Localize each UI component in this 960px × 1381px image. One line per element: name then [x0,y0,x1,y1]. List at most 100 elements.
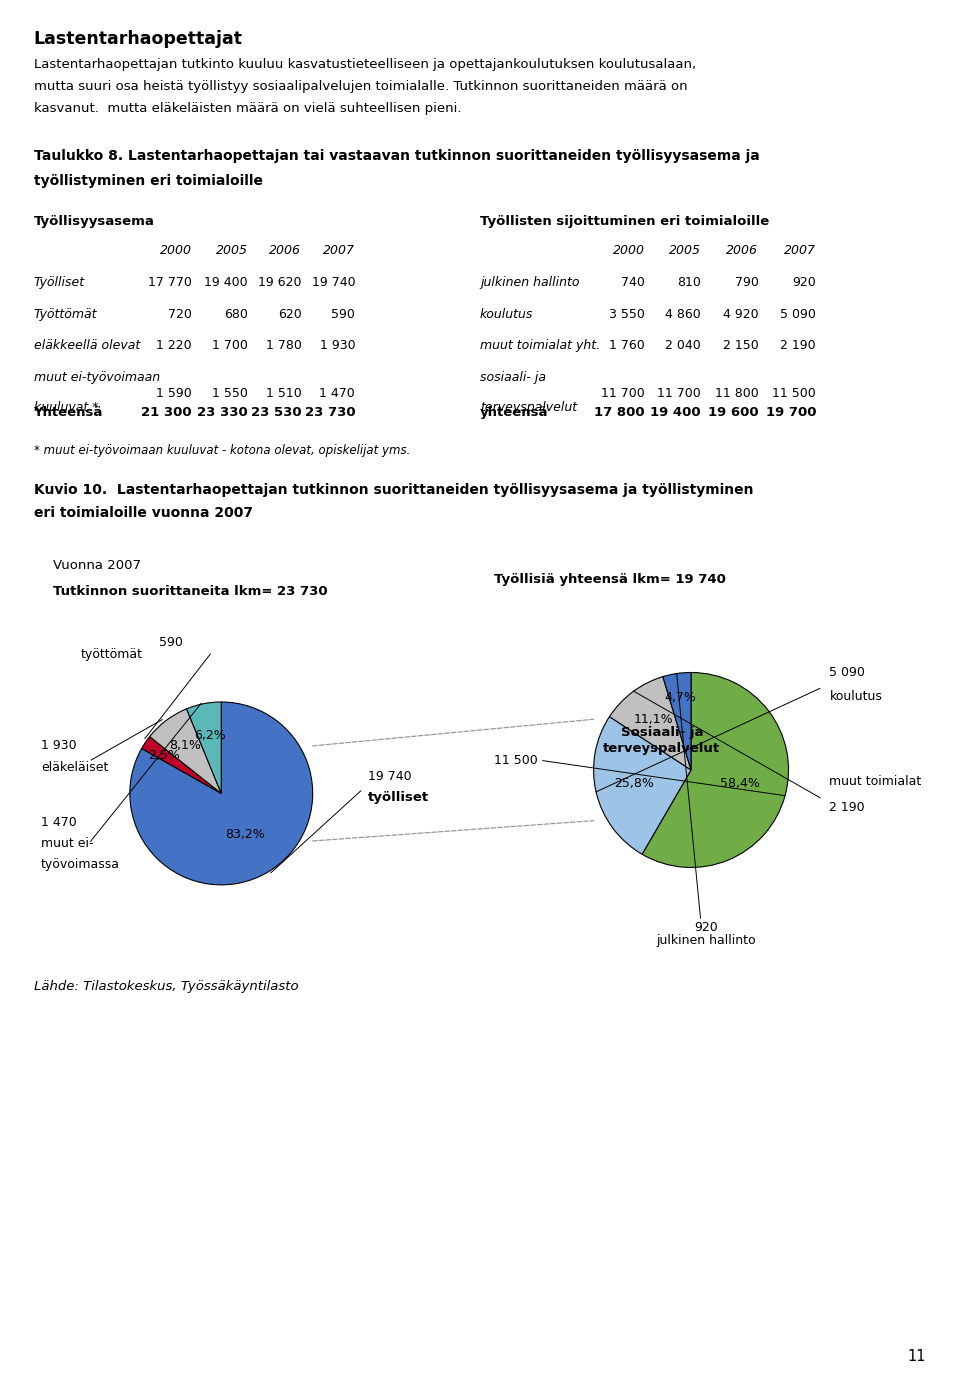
Text: mutta suuri osa heistä työllistyy sosiaalipalvelujen toimialalle. Tutkinnon suor: mutta suuri osa heistä työllistyy sosiaa… [34,80,687,93]
Text: työttömät: työttömät [81,648,142,661]
Wedge shape [150,708,221,794]
Text: 1 550: 1 550 [212,387,248,400]
Text: 19 600: 19 600 [708,406,758,418]
Text: Kuvio 10.  Lastentarhaopettajan tutkinnon suorittaneiden työllisyysasema ja työl: Kuvio 10. Lastentarhaopettajan tutkinnon… [34,483,753,497]
Text: 1 470: 1 470 [320,387,355,400]
Text: 720: 720 [168,308,192,320]
Text: työllistyminen eri toimialoille: työllistyminen eri toimialoille [34,174,263,188]
Text: 11,1%: 11,1% [634,713,673,726]
Text: kuuluvat *: kuuluvat * [34,402,98,414]
Wedge shape [593,717,691,855]
Text: Työllisyysasema: Työllisyysasema [34,215,155,228]
Text: 1 510: 1 510 [266,387,301,400]
Text: 2007: 2007 [324,244,355,257]
Text: työlliset: työlliset [368,791,429,805]
Text: 1 220: 1 220 [156,340,192,352]
Text: muut toimialat yht.: muut toimialat yht. [480,340,600,352]
Text: 4,7%: 4,7% [664,690,696,704]
Text: Työllisiä yhteensä lkm= 19 740: Työllisiä yhteensä lkm= 19 740 [494,573,727,586]
Text: 6,2%: 6,2% [194,729,226,742]
Text: 83,2%: 83,2% [226,829,265,841]
Text: 4 920: 4 920 [723,308,758,320]
Text: 680: 680 [224,308,248,320]
Text: 1 590: 1 590 [156,387,192,400]
Text: 3 550: 3 550 [610,308,645,320]
Text: 5 090: 5 090 [780,308,816,320]
Text: Taulukko 8. Lastentarhaopettajan tai vastaavan tutkinnon suorittaneiden työllisy: Taulukko 8. Lastentarhaopettajan tai vas… [34,149,759,163]
Text: * muut ei-työvoimaan kuuluvat - kotona olevat, opiskelijat yms.: * muut ei-työvoimaan kuuluvat - kotona o… [34,445,410,457]
Text: eri toimialoille vuonna 2007: eri toimialoille vuonna 2007 [34,507,252,521]
Text: 2006: 2006 [270,244,301,257]
Wedge shape [610,677,691,771]
Text: Yhteensä: Yhteensä [34,406,103,418]
Text: 1 760: 1 760 [610,340,645,352]
Text: 23 530: 23 530 [251,406,301,418]
Text: 2 150: 2 150 [723,340,758,352]
Text: 2,5%: 2,5% [149,749,180,762]
Wedge shape [142,736,221,794]
Wedge shape [662,673,691,771]
Text: 11 500: 11 500 [772,387,816,400]
Text: 740: 740 [621,276,645,289]
Text: 590: 590 [331,308,355,320]
Text: muut ei-työvoimaan: muut ei-työvoimaan [34,371,159,384]
Text: koulutus: koulutus [480,308,534,320]
Text: kasvanut.  mutta eläkeläisten määrä on vielä suhteellisen pieni.: kasvanut. mutta eläkeläisten määrä on vi… [34,102,461,115]
Text: 1 930: 1 930 [320,340,355,352]
Text: eläkeläiset: eläkeläiset [41,761,108,775]
Text: 1 930: 1 930 [41,739,77,753]
Text: 19 740: 19 740 [312,276,355,289]
Text: Vuonna 2007: Vuonna 2007 [53,559,141,572]
Text: 790: 790 [734,276,758,289]
Text: Lastentarhaopettajan tutkinto kuuluu kasvatustieteelliseen ja opettajankoulutuks: Lastentarhaopettajan tutkinto kuuluu kas… [34,58,696,70]
Text: 2006: 2006 [727,244,758,257]
Text: 2000: 2000 [613,244,645,257]
Text: 2 190: 2 190 [780,340,816,352]
Text: Työlliset: Työlliset [34,276,84,289]
Text: Lähde: Tilastokeskus, Työssäkäyntilasto: Lähde: Tilastokeskus, Työssäkäyntilasto [34,981,299,993]
Text: Sosiaali- ja
terveyspalvelut: Sosiaali- ja terveyspalvelut [603,726,720,755]
Text: 23 730: 23 730 [304,406,355,418]
Text: 5 090: 5 090 [829,666,865,679]
Text: Työttömät: Työttömät [34,308,97,320]
Text: koulutus: koulutus [829,690,882,703]
Wedge shape [186,702,221,794]
Text: Työllisten sijoittuminen eri toimialoille: Työllisten sijoittuminen eri toimialoill… [480,215,769,228]
Text: muut ei-: muut ei- [41,837,94,851]
Wedge shape [642,673,788,867]
Text: 2005: 2005 [216,244,248,257]
Text: yhteensä: yhteensä [480,406,548,418]
Text: 11 700: 11 700 [657,387,701,400]
Text: 2 040: 2 040 [665,340,701,352]
Text: 11 500: 11 500 [493,754,538,766]
Text: sosiaali- ja: sosiaali- ja [480,371,546,384]
Text: 590: 590 [159,637,183,649]
Text: 11 800: 11 800 [714,387,758,400]
Wedge shape [130,702,313,885]
Text: 1 470: 1 470 [41,816,77,829]
Text: 17 770: 17 770 [148,276,192,289]
Text: 21 300: 21 300 [141,406,192,418]
Text: 25,8%: 25,8% [614,778,654,790]
Text: julkinen hallinto: julkinen hallinto [480,276,580,289]
Text: Lastentarhaopettajat: Lastentarhaopettajat [34,30,243,48]
Text: 58,4%: 58,4% [720,776,760,790]
Text: 19 700: 19 700 [765,406,816,418]
Text: 11: 11 [908,1349,926,1364]
Text: 620: 620 [277,308,301,320]
Text: 810: 810 [677,276,701,289]
Text: 1 700: 1 700 [212,340,248,352]
Text: 17 800: 17 800 [594,406,645,418]
Text: 920: 920 [792,276,816,289]
Text: 2005: 2005 [669,244,701,257]
Text: 2000: 2000 [160,244,192,257]
Text: Tutkinnon suorittaneita lkm= 23 730: Tutkinnon suorittaneita lkm= 23 730 [53,586,327,598]
Text: julkinen hallinto: julkinen hallinto [656,934,756,947]
Text: 920: 920 [694,921,717,935]
Text: 2007: 2007 [784,244,816,257]
Text: 11 700: 11 700 [601,387,645,400]
Text: 23 330: 23 330 [197,406,248,418]
Text: eläkkeellä olevat: eläkkeellä olevat [34,340,140,352]
Text: 1 780: 1 780 [266,340,301,352]
Text: työvoimassa: työvoimassa [41,858,120,871]
